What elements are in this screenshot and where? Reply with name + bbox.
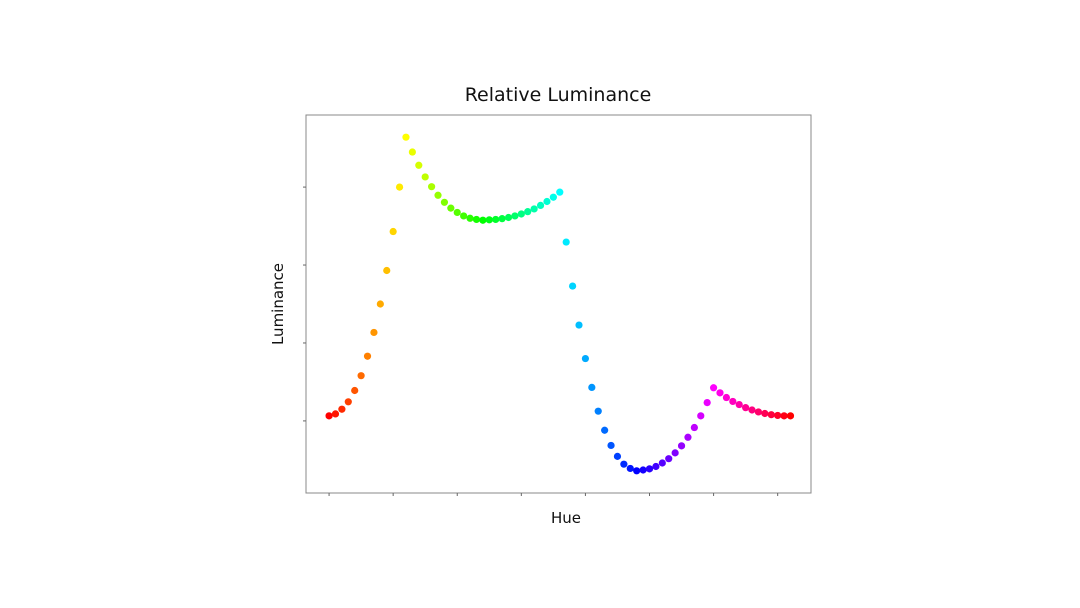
- scatter-point: [767, 411, 775, 419]
- scatter-point: [703, 398, 711, 407]
- scatter-point: [761, 409, 769, 418]
- scatter-point: [492, 215, 500, 224]
- scatter-point: [658, 459, 666, 467]
- scatter-point: [370, 328, 378, 337]
- scatter-point: [383, 266, 391, 275]
- scatter-point: [645, 465, 654, 473]
- scatter-point: [376, 300, 384, 308]
- scatter-point: [543, 197, 551, 206]
- plot-frame: [305, 114, 812, 494]
- scatter-point: [440, 198, 449, 206]
- scatter-point: [395, 183, 404, 191]
- scatter-point: [472, 215, 481, 224]
- scatter-point: [665, 455, 673, 463]
- scatter-point: [498, 215, 506, 223]
- scatter-point: [530, 205, 538, 213]
- scatter-point: [754, 408, 763, 416]
- scatter-point: [613, 452, 622, 460]
- scatter-point: [524, 208, 532, 216]
- scatter-point: [774, 411, 782, 420]
- x-axis-label: Hue: [551, 509, 581, 527]
- scatter-point: [626, 464, 634, 473]
- scatter-point: [556, 188, 564, 196]
- scatter-point: [421, 173, 429, 181]
- scatter-point: [517, 210, 525, 218]
- scatter-point: [402, 133, 410, 141]
- scatter-point: [709, 384, 718, 392]
- scatter-point: [485, 216, 493, 224]
- scatter-point: [434, 191, 442, 199]
- scatter-point: [338, 405, 346, 413]
- scatter-point: [466, 214, 474, 222]
- scatter-point: [633, 467, 641, 475]
- scatter-point: [601, 426, 609, 434]
- scatter-point: [447, 204, 455, 212]
- scatter-point: [607, 441, 615, 450]
- scatter-point: [568, 282, 577, 290]
- scatter-point: [620, 460, 628, 468]
- scatter-point: [697, 412, 705, 420]
- scatter-point: [742, 404, 750, 412]
- scatter-point: [639, 466, 647, 474]
- scatter-point: [562, 238, 570, 246]
- scatter-point: [389, 227, 397, 236]
- scatter-point: [722, 393, 731, 402]
- y-axis-label: Luminance: [269, 263, 287, 345]
- scatter-point: [479, 216, 487, 224]
- scatter-point: [549, 193, 557, 201]
- scatter-point: [453, 208, 461, 217]
- scatter-point: [684, 433, 692, 441]
- scatter-point: [588, 383, 596, 391]
- scatter-point: [363, 352, 372, 360]
- scatter-point: [325, 412, 333, 420]
- scatter-point: [716, 389, 724, 397]
- scatter-point: [780, 412, 788, 420]
- scatter-point: [351, 386, 359, 395]
- scatter-point: [581, 354, 590, 363]
- scatter-point: [748, 406, 756, 414]
- scatter-point: [331, 410, 340, 418]
- scatter-point: [729, 397, 737, 406]
- scatter-point: [344, 398, 352, 406]
- scatter-point: [460, 212, 468, 220]
- scatter-point: [735, 400, 743, 409]
- scatter-point: [671, 449, 679, 457]
- scatter-point: [652, 462, 660, 471]
- scatter-point: [594, 407, 602, 415]
- scatter-point: [357, 372, 365, 380]
- scatter-point: [677, 442, 686, 450]
- scatter-point: [428, 183, 436, 191]
- scatter-point: [415, 161, 423, 169]
- scatter-point: [504, 213, 513, 222]
- scatter-point: [408, 148, 416, 156]
- scatter-point: [511, 212, 519, 220]
- chart-title: Relative Luminance: [465, 84, 652, 106]
- scatter-point: [786, 412, 795, 420]
- scatter-point: [536, 201, 545, 210]
- scatter-point: [690, 423, 698, 432]
- scatter-point: [575, 321, 583, 329]
